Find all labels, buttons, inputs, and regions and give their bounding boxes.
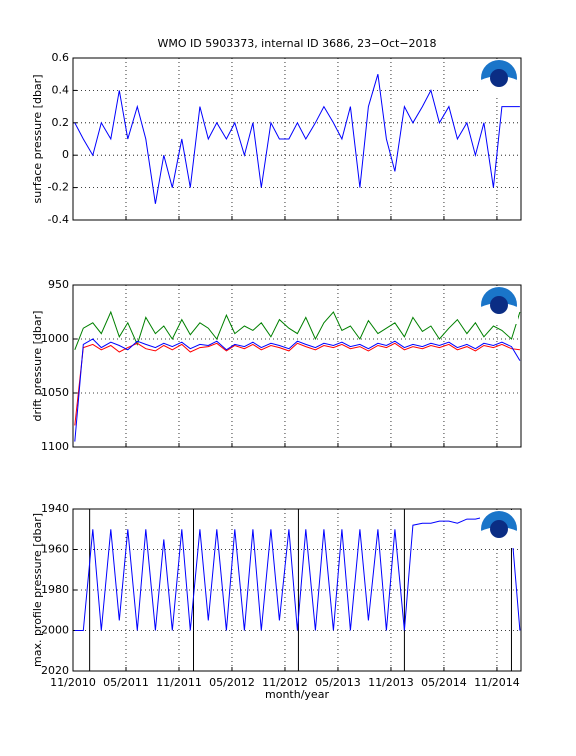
y-tick-label: 1940 [41,502,69,515]
noaa-logo [480,286,518,325]
data-line [74,342,520,426]
x-tick-label: 05/2014 [421,676,467,689]
y-tick-label: 2020 [41,664,69,677]
x-tick-label: 11/2012 [262,676,308,689]
x-tick-label: 05/2012 [209,676,255,689]
y-tick-label: 0.2 [52,116,70,129]
x-axis-label: month/year [265,688,329,701]
y-tick-label: 0 [62,148,69,161]
noaa-logo [480,510,518,549]
y-tick-label: 1980 [41,583,69,596]
y-tick-label: 0.6 [52,51,70,64]
axes-frame [72,57,522,221]
y-tick-label: 1050 [41,386,69,399]
data-line [74,74,520,204]
chart-title: WMO ID 5903373, internal ID 3686, 23−Oct… [157,37,436,50]
data-line [74,338,521,442]
x-tick-label: 05/2013 [315,676,361,689]
x-tick-label: 11/2010 [50,676,96,689]
y-tick-label: 1100 [41,440,69,453]
data-line [74,516,521,631]
data-line [74,310,521,350]
y-axis-label: max. profile pressure [dbar] [31,513,44,667]
y-axis-label: surface pressure [dbar] [31,75,44,204]
y-tick-label: 1000 [41,332,69,345]
plot-area [73,285,521,447]
y-tick-label: -0.4 [48,213,69,226]
x-tick-label: 05/2011 [103,676,149,689]
y-tick-label: 950 [48,278,69,291]
noaa-logos [480,59,518,549]
y-tick-label: -0.2 [48,181,69,194]
y-tick-label: 0.4 [52,83,70,96]
x-tick-label: 11/2013 [368,676,414,689]
y-tick-label: 1960 [41,543,69,556]
x-tick-label: 11/2014 [474,676,520,689]
axes-frame [72,284,522,448]
noaa-logo [480,59,518,98]
x-tick-label: 11/2011 [156,676,202,689]
plot-area [73,58,521,220]
axes-frame [72,508,522,672]
y-tick-label: 2000 [41,624,69,637]
y-axis-label: drift pressure [dbar] [31,311,44,422]
